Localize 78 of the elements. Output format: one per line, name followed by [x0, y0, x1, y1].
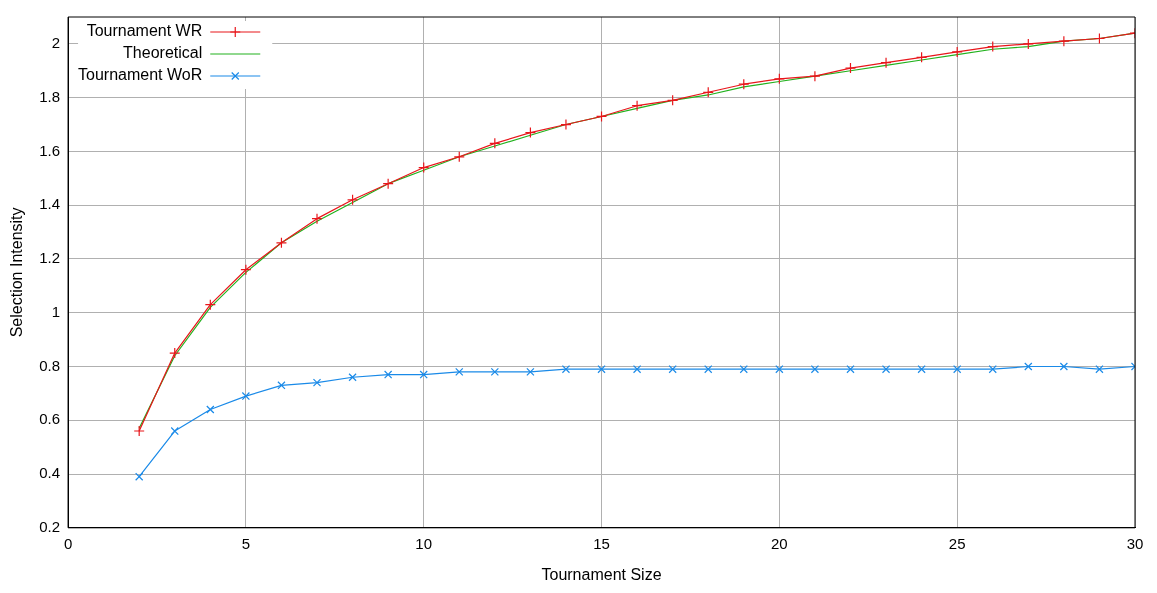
point	[561, 365, 571, 374]
point	[595, 110, 608, 123]
y-tick-label: 0.8	[39, 356, 61, 374]
x-tick-label: 15	[593, 534, 610, 552]
point	[348, 373, 357, 382]
point	[453, 151, 465, 163]
legend-label: Tournament WR	[86, 22, 203, 40]
point	[917, 365, 926, 374]
point	[240, 264, 252, 276]
point	[953, 365, 962, 374]
point	[951, 46, 963, 58]
point	[241, 391, 251, 401]
point	[419, 370, 428, 379]
point	[810, 365, 820, 374]
y-tick-label: 1.4	[39, 195, 61, 213]
point	[773, 73, 785, 85]
point	[204, 299, 216, 311]
x-axis-title: Tournament Size	[541, 565, 662, 583]
point	[844, 62, 857, 74]
point	[455, 367, 464, 377]
point	[135, 472, 144, 481]
point	[881, 365, 891, 374]
point	[526, 367, 535, 377]
point	[987, 40, 999, 53]
x-tick-label: 5	[241, 534, 251, 552]
point	[1095, 365, 1104, 374]
point	[418, 161, 430, 174]
point	[560, 118, 572, 131]
point	[524, 127, 536, 139]
point	[667, 94, 679, 106]
point	[1059, 362, 1069, 371]
y-tick-label: 2	[51, 34, 61, 52]
y-tick-label: 0.2	[39, 517, 61, 535]
y-tick-label: 1.6	[39, 141, 61, 159]
point	[489, 137, 501, 149]
point	[169, 347, 181, 359]
point	[206, 405, 215, 414]
point	[312, 378, 322, 387]
legend-label: Theoretical	[123, 44, 203, 62]
point	[738, 78, 750, 90]
point	[668, 365, 677, 374]
point	[631, 100, 643, 112]
point	[597, 365, 606, 374]
x-tick-label: 30	[1126, 534, 1144, 552]
point	[346, 194, 359, 206]
x-tick-label: 25	[948, 534, 966, 552]
point	[632, 365, 642, 374]
point	[809, 70, 821, 82]
y-tick-label: 1.8	[39, 87, 61, 105]
point	[775, 365, 784, 374]
point	[490, 367, 499, 377]
point	[1024, 362, 1033, 371]
point	[704, 365, 713, 374]
point	[1093, 32, 1106, 45]
legend-label: Tournament WoR	[78, 66, 203, 84]
y-tick-label: 1	[51, 302, 61, 320]
x-tick-label: 0	[63, 534, 73, 552]
point	[170, 426, 179, 436]
point	[275, 237, 288, 249]
point	[846, 365, 855, 374]
point	[916, 51, 928, 63]
point	[880, 57, 892, 69]
point	[739, 365, 748, 374]
point	[384, 370, 393, 379]
x-tick-label: 10	[415, 534, 433, 552]
x-tick-label: 20	[771, 534, 788, 552]
point	[311, 213, 323, 225]
point	[277, 381, 286, 390]
point	[1058, 35, 1070, 47]
y-tick-label: 0.6	[39, 410, 61, 428]
point	[133, 425, 145, 437]
point	[1022, 38, 1034, 50]
y-tick-label: 1.2	[39, 249, 61, 267]
point	[702, 86, 714, 98]
y-axis-title: Selection Intensity	[8, 207, 26, 338]
point	[988, 365, 997, 374]
y-tick-label: 0.4	[39, 464, 61, 482]
point	[382, 178, 394, 190]
